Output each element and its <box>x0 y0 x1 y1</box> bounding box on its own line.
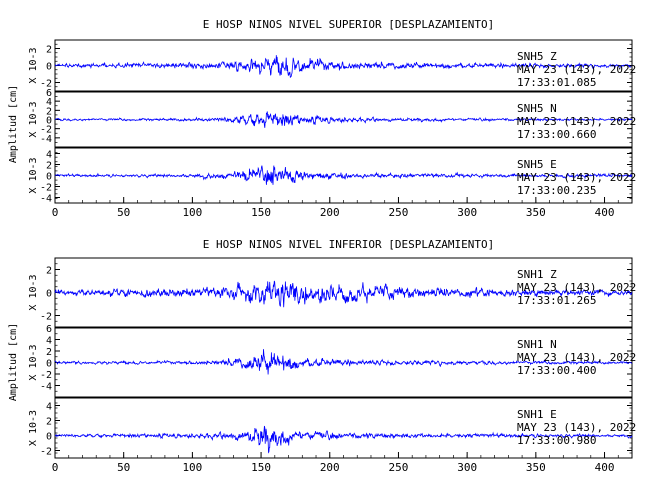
date-label: MAY 23 (143), 2022 <box>517 115 636 128</box>
scale-label: X 10-3 <box>28 47 39 83</box>
date-label: MAY 23 (143), 2022 <box>517 171 636 184</box>
y-tick-label: 4 <box>46 402 52 413</box>
y-tick-label: 0 <box>46 432 52 443</box>
time-label: 17:33:00.980 <box>517 434 596 447</box>
y-tick-label: -2 <box>40 447 52 458</box>
time-label: 17:33:00.400 <box>517 364 596 377</box>
station-label: SNH1 Z <box>517 268 557 281</box>
y-tick-label: 2 <box>46 347 52 358</box>
time-label: 17:33:00.235 <box>517 184 596 197</box>
y-tick-label: 6 <box>46 88 52 99</box>
y-tick-label: 0 <box>46 289 52 300</box>
y-tick-label: 2 <box>46 45 52 56</box>
x-tick-label: 350 <box>526 461 546 474</box>
y-tick-label: 4 <box>46 150 52 161</box>
y-tick-label: 2 <box>46 266 52 277</box>
x-tick-label: 100 <box>182 461 202 474</box>
y-tick-label: -2 <box>40 183 52 194</box>
x-tick-label: 300 <box>457 206 477 219</box>
x-tick-label: 200 <box>320 206 340 219</box>
y-tick-label: -2 <box>40 312 52 323</box>
y-tick-label: -4 <box>40 382 52 393</box>
waveform-trace <box>54 165 633 185</box>
time-label: 17:33:00.660 <box>517 128 596 141</box>
time-label: 17:33:01.085 <box>517 76 596 89</box>
y-tick-label: 6 <box>46 324 52 335</box>
x-tick-label: 50 <box>117 461 130 474</box>
x-tick-label: 350 <box>526 206 546 219</box>
scale-label: X 10-3 <box>28 410 39 446</box>
chart-group-1: E HOSP NINOS NIVEL SUPERIOR [DESPLAZAMIE… <box>8 18 636 219</box>
waveform-trace <box>54 55 633 79</box>
x-tick-label: 100 <box>182 206 202 219</box>
scale-label: X 10-3 <box>28 101 39 137</box>
x-tick-label: 400 <box>595 206 615 219</box>
date-label: MAY 23 (143), 2022 <box>517 421 636 434</box>
x-tick-label: 300 <box>457 461 477 474</box>
x-tick-label: 0 <box>52 461 59 474</box>
x-tick-label: 50 <box>117 206 130 219</box>
scale-label: X 10-3 <box>28 274 39 310</box>
y-axis-label: Amplitud [cm] <box>8 85 19 163</box>
station-label: SNH1 E <box>517 408 557 421</box>
chart-title: E HOSP NINOS NIVEL SUPERIOR [DESPLAZAMIE… <box>203 18 494 31</box>
y-tick-label: 0 <box>46 62 52 73</box>
chart-group-2: E HOSP NINOS NIVEL INFERIOR [DESPLAZAMIE… <box>8 238 636 474</box>
x-tick-label: 150 <box>251 461 271 474</box>
station-label: SNH5 N <box>517 102 557 115</box>
waveform-trace <box>54 280 633 308</box>
station-label: SNH5 Z <box>517 50 557 63</box>
x-tick-label: 0 <box>52 206 59 219</box>
station-label: SNH1 N <box>517 338 557 351</box>
y-tick-label: 2 <box>46 417 52 428</box>
y-tick-label: 0 <box>46 172 52 183</box>
y-tick-label: 4 <box>46 336 52 347</box>
y-tick-label: -2 <box>40 79 52 90</box>
y-tick-label: 0 <box>46 116 52 127</box>
scale-label: X 10-3 <box>28 344 39 380</box>
y-tick-label: -4 <box>40 134 52 145</box>
y-tick-label: 0 <box>46 359 52 370</box>
y-tick-label: 4 <box>46 97 52 108</box>
y-tick-label: -2 <box>40 370 52 381</box>
waveform-trace <box>54 349 633 375</box>
y-tick-label: 2 <box>46 106 52 117</box>
x-tick-label: 400 <box>595 461 615 474</box>
date-label: MAY 23 (143), 2022 <box>517 351 636 364</box>
station-label: SNH5 E <box>517 158 557 171</box>
x-tick-label: 250 <box>389 461 409 474</box>
time-label: 17:33:01.265 <box>517 294 596 307</box>
y-tick-label: -4 <box>40 194 52 205</box>
x-tick-label: 250 <box>389 206 409 219</box>
scale-label: X 10-3 <box>28 157 39 193</box>
y-tick-label: 2 <box>46 161 52 172</box>
y-tick-label: -2 <box>40 125 52 136</box>
date-label: MAY 23 (143), 2022 <box>517 63 636 76</box>
waveform-trace <box>54 425 633 454</box>
chart-title: E HOSP NINOS NIVEL INFERIOR [DESPLAZAMIE… <box>203 238 494 251</box>
y-axis-label: Amplitud [cm] <box>8 323 19 401</box>
x-tick-label: 150 <box>251 206 271 219</box>
x-tick-label: 200 <box>320 461 340 474</box>
waveform-trace <box>54 111 633 128</box>
date-label: MAY 23 (143), 2022 <box>517 281 636 294</box>
